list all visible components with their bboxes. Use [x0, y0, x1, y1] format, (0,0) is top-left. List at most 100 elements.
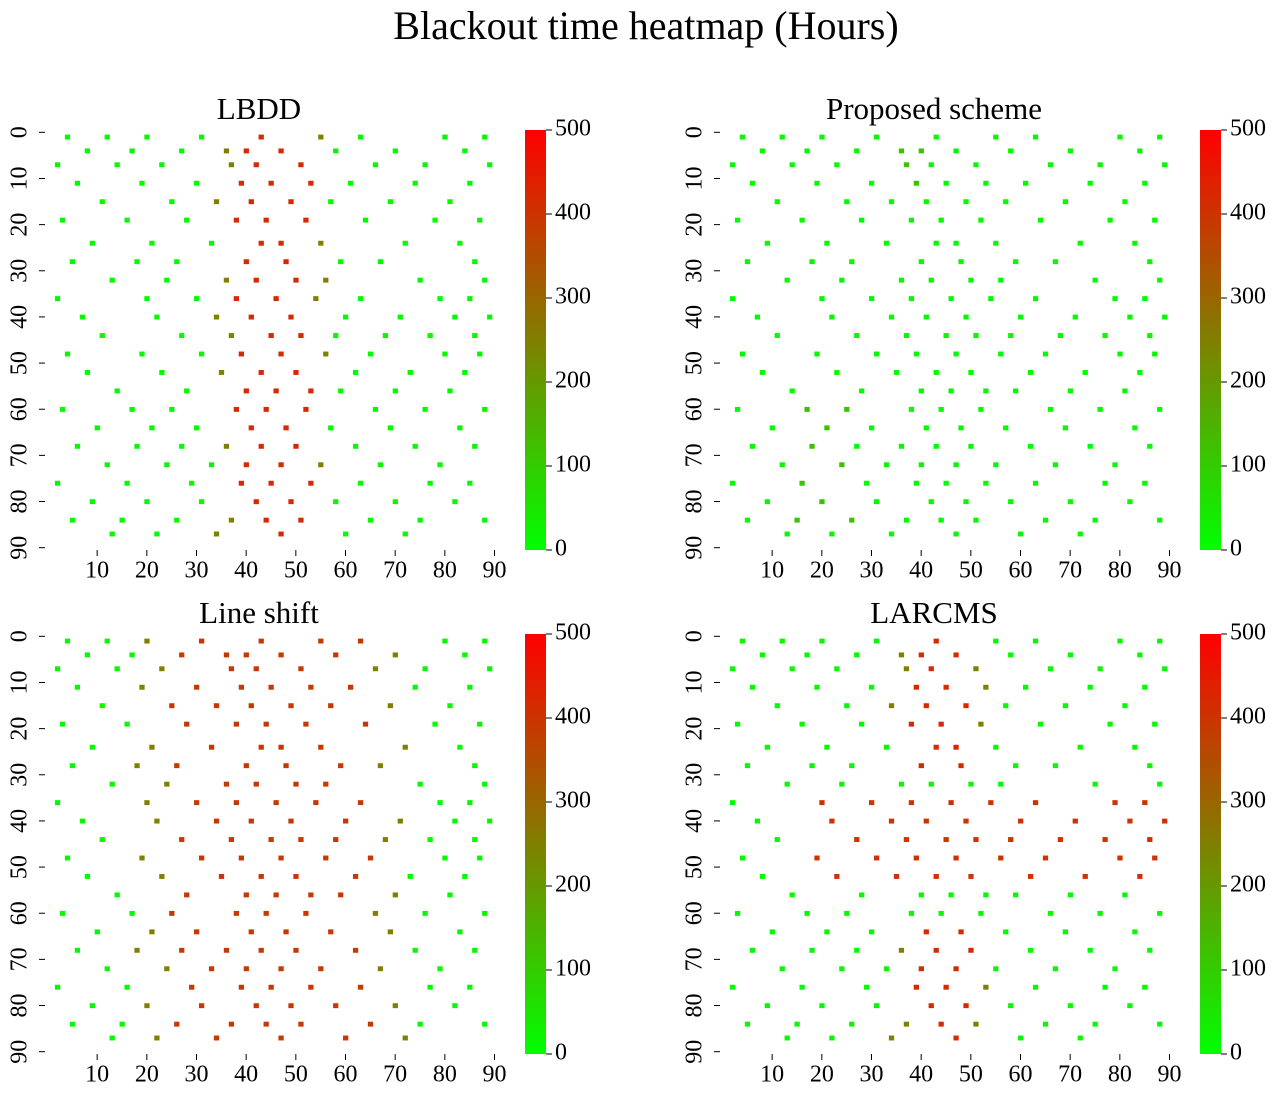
heatmap-cell — [74, 443, 81, 449]
x-tick-label: 60 — [1009, 1062, 1033, 1088]
heatmap-cell — [238, 180, 244, 186]
heatmap-cell — [1027, 443, 1034, 449]
colorbar-tick-label: 0 — [1230, 1040, 1242, 1066]
heatmap-cell — [84, 148, 91, 154]
heatmap-cell — [1122, 388, 1128, 394]
heatmap-cell — [308, 180, 314, 186]
heatmap-cell — [437, 462, 443, 468]
heatmap-cell — [913, 984, 919, 990]
heatmap-cell — [467, 480, 473, 486]
heatmap-cell — [328, 425, 334, 431]
heatmap-cell — [372, 666, 379, 672]
heatmap-cell — [457, 425, 463, 431]
heatmap-cell — [1067, 499, 1073, 505]
heatmap-cell — [422, 910, 428, 916]
heatmap-cell — [462, 370, 468, 375]
heatmap-cell — [59, 910, 66, 916]
heatmap-cell — [898, 781, 905, 787]
heatmap-cell — [744, 763, 751, 769]
heatmap-cell — [953, 240, 959, 246]
heatmap-cell — [933, 874, 939, 879]
heatmap-cell — [387, 703, 393, 709]
heatmap-cell — [739, 351, 746, 357]
y-tick-label: 30 — [7, 259, 33, 283]
heatmap-cell — [1097, 666, 1103, 672]
heatmap-cell — [129, 910, 135, 916]
heatmap-cell — [159, 162, 165, 168]
heatmap-cell — [854, 148, 860, 154]
heatmap-cell — [923, 703, 929, 709]
heatmap-cell — [819, 499, 825, 505]
heatmap-cell — [333, 148, 339, 154]
heatmap-cell — [893, 370, 900, 375]
heatmap-cell — [357, 296, 364, 302]
heatmap-cell — [179, 837, 185, 842]
heatmap-cell — [923, 425, 929, 431]
heatmap-cell — [928, 277, 934, 283]
heatmap-cell — [1117, 351, 1123, 357]
heatmap-cell — [729, 666, 736, 672]
heatmap-cell — [799, 984, 805, 990]
heatmap-cell — [432, 217, 438, 223]
heatmap-cell — [1032, 800, 1039, 806]
heatmap-cell — [819, 1003, 825, 1009]
x-tick-label: 20 — [135, 1062, 159, 1088]
heatmap-cell — [442, 134, 448, 140]
heatmap-cell — [169, 703, 175, 709]
heatmap-cell — [323, 277, 329, 283]
heatmap-cell — [139, 180, 145, 186]
heatmap-cell — [933, 638, 939, 644]
heatmap-cell — [839, 277, 845, 283]
heatmap-cell — [233, 217, 240, 223]
heatmap-cell — [1092, 517, 1098, 523]
heatmap-cell — [243, 259, 249, 265]
panel-title: LBDD — [217, 91, 301, 126]
y-tick-label: 10 — [7, 166, 33, 190]
heatmap-cell — [754, 818, 761, 824]
heatmap-cell — [903, 1021, 910, 1027]
heatmap-cell — [819, 134, 825, 140]
heatmap-cell — [467, 684, 473, 690]
heatmap-cell — [1008, 148, 1014, 154]
heatmap-cell — [869, 684, 875, 690]
heatmap-cell — [958, 763, 964, 769]
heatmap-cell — [477, 855, 483, 861]
heatmap-cell — [998, 855, 1004, 861]
heatmap-cell — [243, 763, 249, 769]
y-tick-label: 20 — [7, 213, 33, 237]
heatmap-cell — [1122, 703, 1128, 709]
heatmap-cell — [54, 984, 61, 990]
heatmap-cell — [139, 855, 145, 861]
heatmap-cell — [983, 984, 989, 990]
colorbar-tick-label: 400 — [555, 704, 591, 730]
heatmap-cell — [799, 480, 805, 486]
heatmap-cell — [402, 240, 408, 246]
heatmap-cell — [993, 462, 999, 468]
heatmap-cell — [308, 480, 314, 486]
heatmap-cell — [477, 721, 483, 727]
heatmap-cell — [427, 837, 433, 842]
y-tick-label: 90 — [7, 1040, 33, 1064]
heatmap-cell — [923, 818, 929, 824]
heatmap-cell — [1008, 837, 1014, 842]
heatmap-cell — [318, 462, 324, 468]
heatmap-cell — [273, 388, 279, 394]
heatmap-cell — [953, 966, 959, 972]
heatmap-cell — [873, 855, 880, 861]
heatmap-cell — [392, 892, 398, 898]
heatmap-cell — [1157, 406, 1163, 412]
heatmap-cell — [834, 370, 840, 375]
heatmap-cell — [1047, 910, 1054, 916]
heatmap-cell — [372, 406, 379, 412]
heatmap-cell — [814, 351, 820, 357]
heatmap-cell — [213, 1035, 220, 1041]
heatmap-cell — [119, 1021, 125, 1027]
heatmap-cell — [164, 277, 170, 283]
heatmap-cell — [387, 425, 393, 431]
heatmap-cell — [953, 351, 959, 357]
y-tick-label: 40 — [7, 809, 33, 833]
colorbar-tick-label: 0 — [1230, 536, 1242, 562]
heatmap-cell — [278, 1035, 284, 1041]
heatmap-cell — [109, 277, 115, 283]
